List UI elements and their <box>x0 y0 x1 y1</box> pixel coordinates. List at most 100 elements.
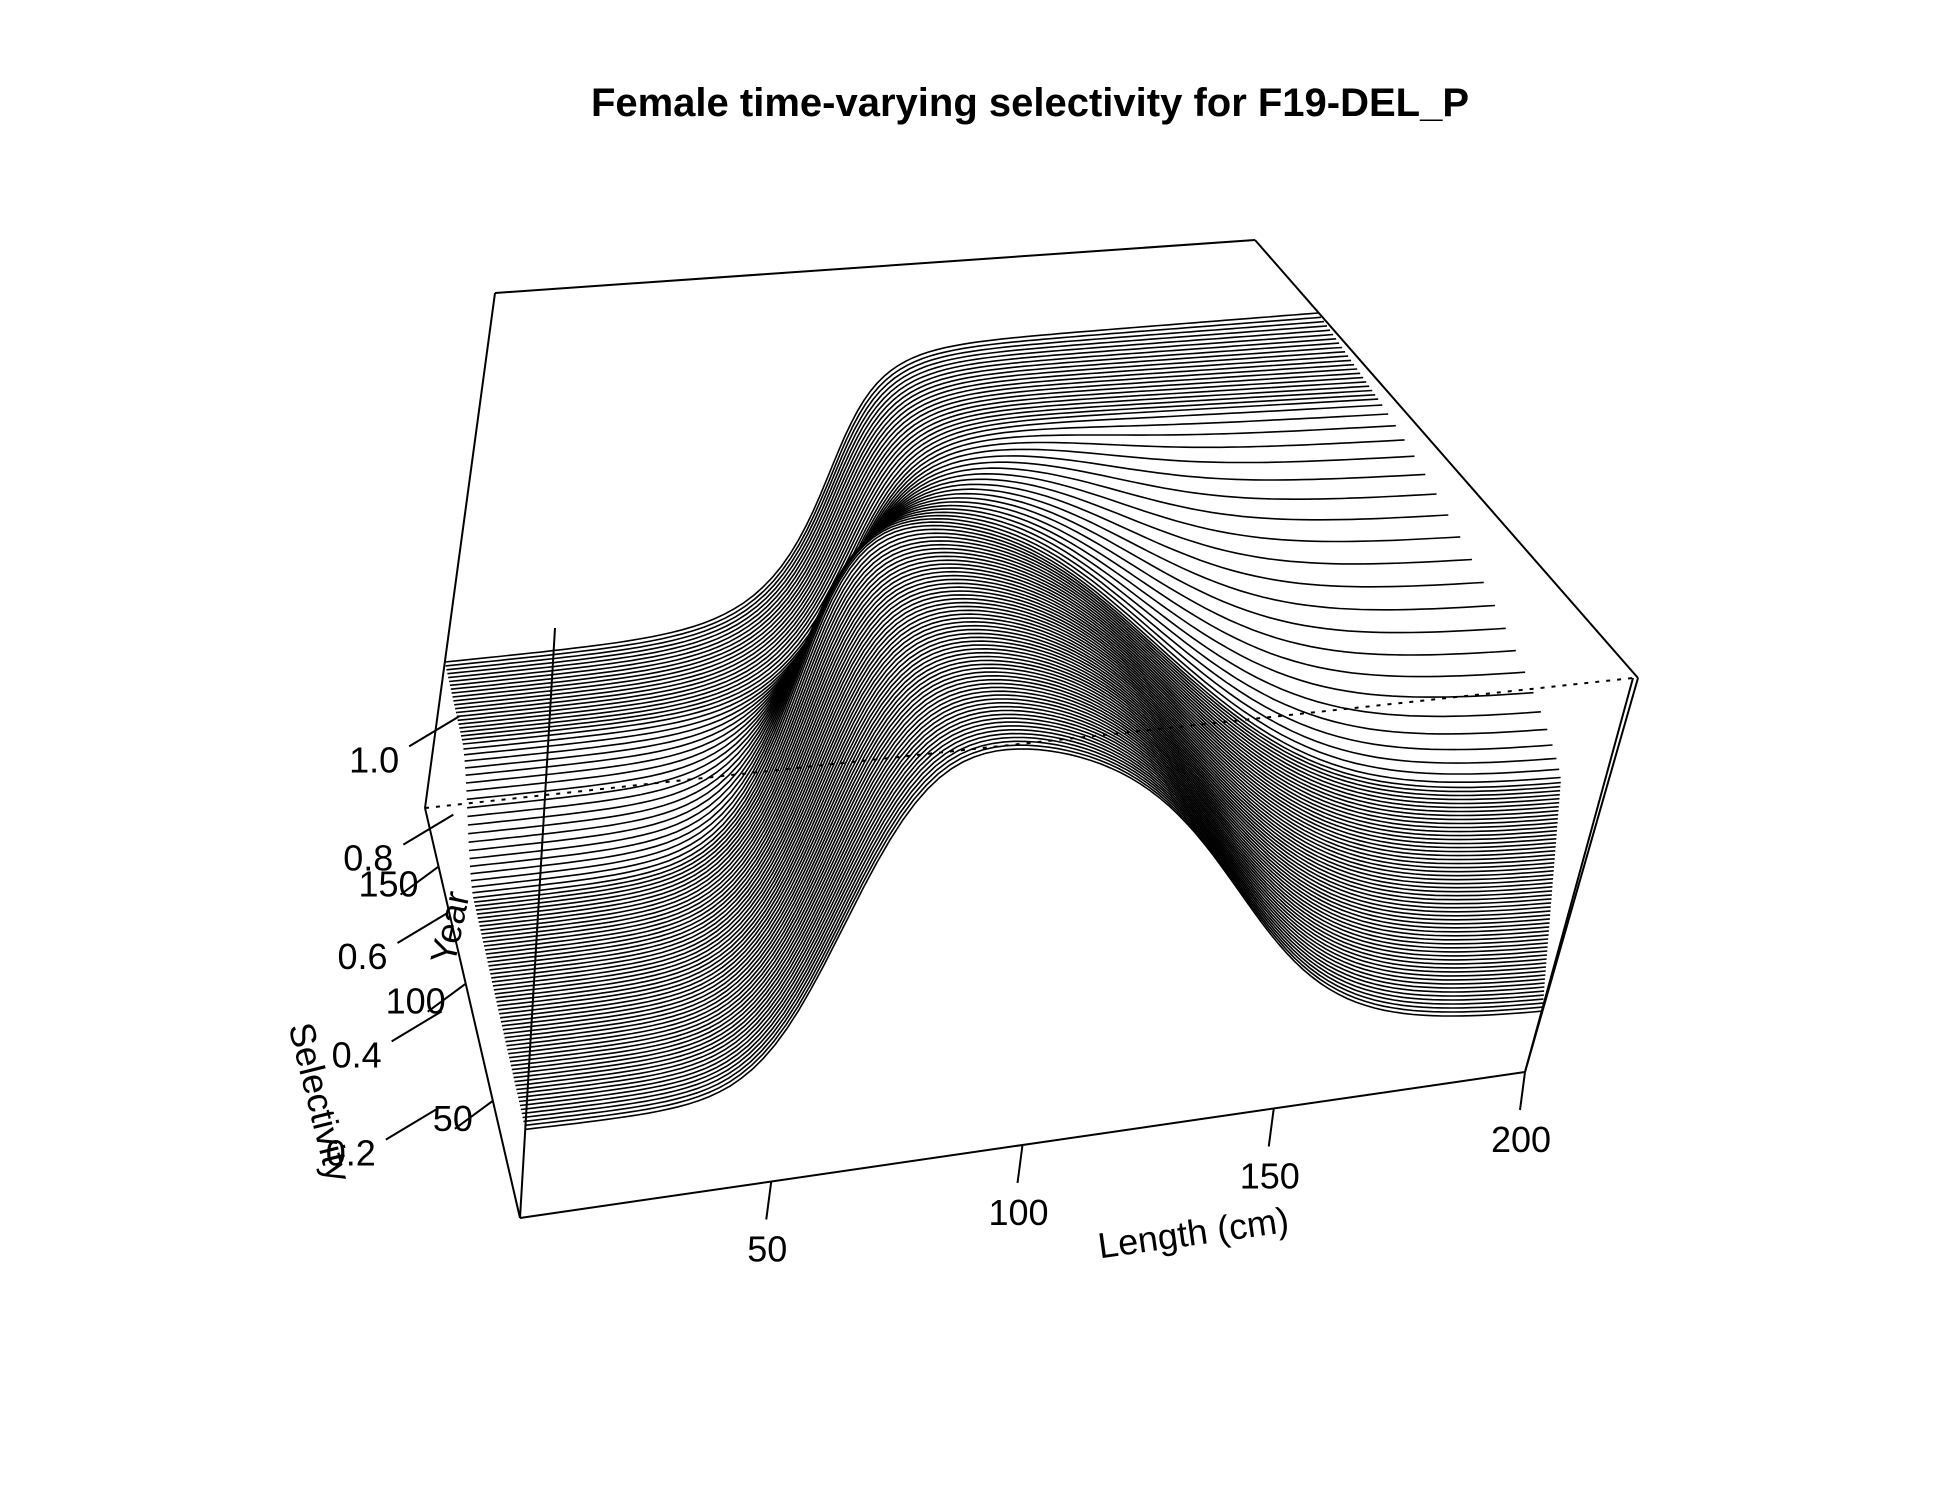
surface-slice-line <box>464 439 1405 762</box>
surface-slice-line <box>472 521 1560 894</box>
surface-slice-line <box>510 686 1548 1067</box>
z-tick <box>408 715 460 748</box>
y-tick-label: 50 <box>433 1098 473 1139</box>
surface-slice-line <box>488 590 1556 967</box>
surface-slice-line <box>474 528 1561 903</box>
surface-slice-line <box>445 316 1322 667</box>
surface-slice-line <box>495 620 1554 999</box>
chart-title: Female time-varying selectivity for F19-… <box>591 81 1469 125</box>
surface-slice-fill <box>520 749 1543 1218</box>
surface-slice-line <box>457 376 1364 722</box>
surface-slice-line <box>461 398 1379 741</box>
y-tick <box>399 865 440 896</box>
surface-slice-line <box>500 644 1552 1023</box>
surface-slice-line <box>503 655 1551 1035</box>
surface-slice-line <box>509 682 1548 1063</box>
surface-slice-line <box>471 514 1553 882</box>
surface-slice-line <box>468 497 1516 843</box>
z-tick-label: 0.4 <box>332 1034 382 1075</box>
surface-slice-line <box>478 547 1560 923</box>
surface-slice-line <box>459 385 1370 729</box>
x-tick-label: 200 <box>1491 1119 1551 1160</box>
surface-slice-line <box>502 651 1551 1031</box>
surface-slice-line <box>505 663 1550 1043</box>
surface-slice-line <box>483 567 1558 943</box>
surface-slice-line <box>477 543 1560 919</box>
surface-slice-line <box>483 570 1558 947</box>
surface-slice-line <box>460 394 1376 737</box>
box-edge-back-top <box>494 239 1256 294</box>
surface-slice-line <box>521 732 1544 1115</box>
surface-slice-line <box>462 404 1383 745</box>
x-tick-label: 50 <box>747 1229 787 1270</box>
x-tick-label: 150 <box>1240 1156 1300 1197</box>
surface-slice-line <box>460 389 1373 733</box>
x-tick <box>1267 1108 1275 1147</box>
surface-slice-line <box>467 483 1484 818</box>
surface-slice-line <box>452 351 1346 698</box>
surface-slice-line <box>453 355 1349 702</box>
surface-slice-line <box>474 532 1561 907</box>
surface-slice-line <box>449 338 1337 687</box>
box-edge-right-top <box>1254 239 1639 679</box>
y-tick-label: 150 <box>358 864 418 905</box>
surface-slice-line <box>469 504 1534 860</box>
x-tick <box>1016 1144 1024 1184</box>
surface-slice-line <box>506 667 1550 1047</box>
surface-slice-line <box>518 721 1545 1103</box>
surface-slice-line <box>456 372 1361 718</box>
y-tick <box>454 1100 494 1130</box>
surface-slice-line <box>507 671 1549 1051</box>
surface-slice-line <box>496 624 1553 1003</box>
y-tick-label: 100 <box>386 981 446 1022</box>
surface-slice-line <box>519 725 1545 1107</box>
z-tick <box>385 1108 437 1141</box>
surface-slice-line <box>466 467 1449 792</box>
surface-slice-line <box>469 508 1541 868</box>
surface-slice-line <box>485 578 1557 955</box>
surface-slice-line <box>475 536 1561 911</box>
surface-slice-line <box>470 511 1548 875</box>
surface-slice-line <box>514 702 1547 1083</box>
surface-slice-line <box>465 455 1426 776</box>
surface-slice-line <box>454 359 1352 706</box>
surface-slice-line <box>449 333 1334 683</box>
surface-mesh <box>425 312 1633 1218</box>
surface-slice-line <box>524 744 1543 1127</box>
z-tick <box>402 813 454 846</box>
surface-slice-line <box>509 678 1549 1059</box>
box-edge-front-vertical <box>519 627 556 1219</box>
x-tick-label: 100 <box>988 1192 1048 1233</box>
surface-slice-line <box>484 574 1557 951</box>
surface-slice-line <box>491 605 1555 983</box>
surface-slice-line <box>479 551 1559 927</box>
surface-slice-line <box>476 540 1560 915</box>
z-tick-label: 0.8 <box>343 838 393 879</box>
z-tick-label: 0.2 <box>326 1133 376 1174</box>
surface-slice-line <box>467 488 1496 826</box>
surface-slice-line <box>498 632 1553 1011</box>
box-edge-right-vertical <box>1524 677 1639 1073</box>
surface-slice-line <box>489 594 1556 971</box>
surface-slice-line <box>499 636 1552 1015</box>
surface-slice-line <box>501 647 1551 1027</box>
surface-slice-line <box>523 740 1544 1123</box>
surface-slice-line <box>448 329 1331 679</box>
surface-slice-line <box>508 674 1549 1055</box>
surface-slice-line <box>504 659 1550 1039</box>
surface-slice-line <box>493 613 1554 991</box>
surface-slice-line <box>492 609 1555 987</box>
surface-slice-line <box>515 705 1547 1087</box>
z-tick-label: 1.0 <box>349 739 399 780</box>
surface-slice-line <box>468 501 1526 852</box>
surface-slice-line <box>455 363 1355 710</box>
axes: 50 100 150 200 50 100 150 0.2 0.4 0.6 0.8 1.0 <box>326 715 1551 1270</box>
surface-slice-line <box>513 698 1547 1079</box>
surface-slice-line <box>447 325 1328 675</box>
x-tick <box>1519 1071 1526 1111</box>
x-tick <box>765 1181 773 1220</box>
surface-slice-line <box>494 617 1554 995</box>
surface-slice-line <box>473 524 1561 899</box>
surface-slice-line <box>463 424 1396 756</box>
